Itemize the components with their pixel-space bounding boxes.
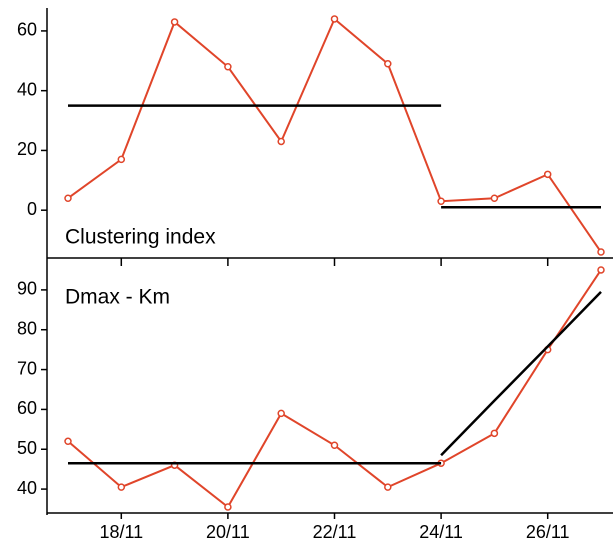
fit-line xyxy=(440,291,602,457)
data-point xyxy=(384,483,392,491)
y-tick-label: 40 xyxy=(17,79,37,99)
x-tick-label: 18/11 xyxy=(99,522,143,542)
panel-label: Dmax - Km xyxy=(65,286,170,309)
data-line xyxy=(67,17,602,253)
data-point xyxy=(437,197,445,205)
x-tick-label: 22/11 xyxy=(313,522,357,542)
data-point xyxy=(330,441,339,450)
data-point xyxy=(490,194,499,202)
panel-label: Clustering index xyxy=(65,226,216,249)
x-tick-label: 20/11 xyxy=(206,522,250,542)
data-point xyxy=(597,248,605,256)
data-point xyxy=(224,63,232,71)
data-point xyxy=(64,194,72,202)
y-tick-label: 20 xyxy=(17,139,37,159)
y-tick-label: 60 xyxy=(17,20,37,40)
data-point xyxy=(224,503,232,511)
data-point xyxy=(330,15,339,23)
x-tick-label: 26/11 xyxy=(526,522,570,542)
data-point xyxy=(490,429,499,438)
data-point xyxy=(170,18,179,26)
y-tick-label: 0 xyxy=(27,199,37,219)
data-point xyxy=(543,170,552,179)
y-tick-label: 50 xyxy=(17,438,37,458)
y-tick-label: 70 xyxy=(17,358,37,378)
y-tick-label: 40 xyxy=(17,478,37,498)
data-point xyxy=(64,437,72,446)
y-tick-label: 80 xyxy=(17,318,37,338)
data-point xyxy=(117,483,126,491)
y-tick-label: 60 xyxy=(17,398,37,418)
x-tick-label: 24/11 xyxy=(419,522,463,542)
data-point xyxy=(277,137,285,146)
y-tick-label: 90 xyxy=(17,279,37,299)
data-point xyxy=(384,60,392,68)
data-point xyxy=(597,266,605,274)
data-point xyxy=(117,155,126,164)
data-point xyxy=(277,409,285,418)
